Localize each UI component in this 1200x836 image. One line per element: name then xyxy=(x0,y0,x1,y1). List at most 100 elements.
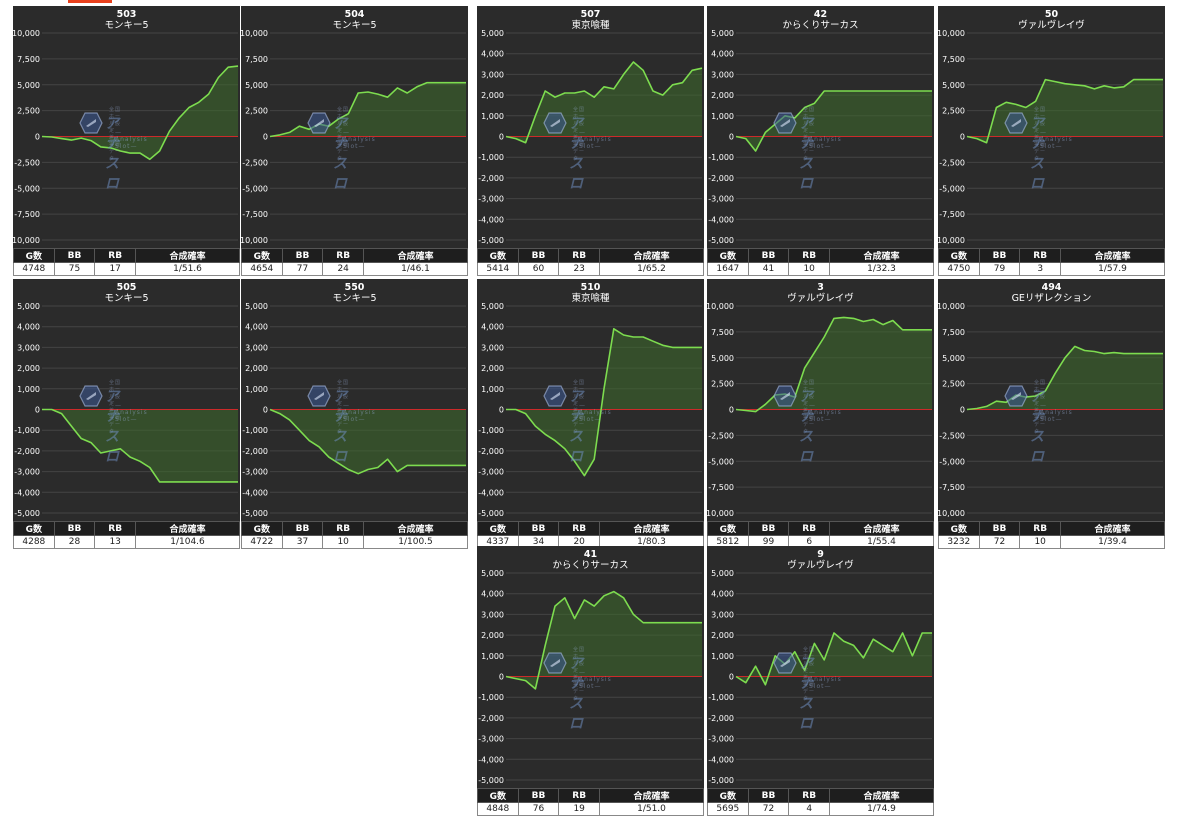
y-tick-label: 10,000 xyxy=(707,302,734,311)
stats-value-bb: 28 xyxy=(53,535,96,549)
y-tick-label: -5,000 xyxy=(14,509,40,518)
stats-header: G数 xyxy=(241,521,283,536)
profit-line xyxy=(966,345,1163,411)
stats-value-bb: 72 xyxy=(978,535,1021,549)
y-tick-label: 2,000 xyxy=(481,364,504,373)
y-tick-label: -2,500 xyxy=(939,158,965,167)
y-tick-label: 2,000 xyxy=(17,364,40,373)
stats-table: G数 BB RB 合成確率 3232 72 10 1/39.4 xyxy=(938,521,1165,549)
y-tick-label: 2,500 xyxy=(17,107,40,116)
y-tick-label: -2,000 xyxy=(478,174,504,183)
stats-header: G数 xyxy=(13,248,55,263)
y-tick-label: 0 xyxy=(729,133,734,142)
stats-header: 合成確率 xyxy=(829,521,934,536)
chart-area: 10,000 7,500 5,000 2,500 0 -2,500 -5,000 -7,500… xyxy=(13,6,240,248)
stats-header: 合成確率 xyxy=(829,788,934,803)
stats-header: BB xyxy=(517,248,560,263)
profit-chart: 10,000 7,500 5,000 2,500 0 -2,500 -5,000 -7,500… xyxy=(13,29,239,245)
stats-header: 合成確率 xyxy=(363,521,468,536)
profit-line xyxy=(269,81,466,138)
profit-chart: 5,000 4,000 3,000 2,000 1,000 0 -1,000 -2,000 -3… xyxy=(708,569,932,785)
stats-value-bb: 37 xyxy=(281,535,324,549)
profit-area xyxy=(506,328,702,476)
stats-value-rate: 1/57.9 xyxy=(1060,262,1165,276)
machine-name: 東京喰種 xyxy=(571,293,610,304)
stats-value-g: 4750 xyxy=(938,262,980,276)
stats-value-rate: 1/51.6 xyxy=(135,262,240,276)
y-tick-label: 2,000 xyxy=(711,91,734,100)
y-tick-label: 10,000 xyxy=(13,29,40,38)
stats-header: 合成確率 xyxy=(135,248,240,263)
y-tick-label: 1,000 xyxy=(711,652,734,661)
stats-table: G数 BB RB 合成確率 4750 79 3 1/57.9 xyxy=(938,248,1165,276)
y-tick-label: -5,000 xyxy=(478,776,504,785)
stats-value-rate: 1/65.2 xyxy=(599,262,704,276)
y-tick-label: 1,000 xyxy=(245,385,268,394)
profit-chart: 5,000 4,000 3,000 2,000 1,000 0 -1,000 -2,000 -3… xyxy=(14,302,238,518)
y-tick-label: -4,000 xyxy=(708,755,734,764)
y-tick-label: 10,000 xyxy=(938,29,965,38)
machine-panel: 5,000 4,000 3,000 2,000 1,000 0 -1,000 -2,000 -3… xyxy=(707,6,934,276)
y-tick-label: 5,000 xyxy=(245,302,268,311)
y-tick-label: -7,500 xyxy=(939,210,965,219)
y-tick-label: -1,000 xyxy=(478,426,504,435)
profit-area xyxy=(736,91,932,151)
machine-number: 42 xyxy=(813,9,828,20)
stats-header: RB xyxy=(788,248,831,263)
stats-value-bb: 99 xyxy=(747,535,790,549)
stats-header: RB xyxy=(788,788,831,803)
y-tick-label: 0 xyxy=(960,406,965,415)
profit-chart: 10,000 7,500 5,000 2,500 0 -2,500 -5,000 -7,500… xyxy=(938,29,1163,245)
machine-number: 9 xyxy=(817,549,824,560)
machine-number: 504 xyxy=(344,9,365,20)
machine-name: 東京喰種 xyxy=(571,20,610,31)
machine-number: 494 xyxy=(1041,282,1062,293)
stats-value-g: 1647 xyxy=(707,262,749,276)
profit-area xyxy=(42,409,238,482)
stats-value-bb: 60 xyxy=(517,262,560,276)
y-tick-label: 5,000 xyxy=(245,81,268,90)
y-tick-label: 4,000 xyxy=(711,590,734,599)
y-tick-label: -10,000 xyxy=(13,236,40,245)
chart-area: 5,000 4,000 3,000 2,000 1,000 0 -1,000 -2,000 -3… xyxy=(477,546,704,788)
y-tick-label: 4,000 xyxy=(481,323,504,332)
y-tick-label: -3,000 xyxy=(242,468,268,477)
profit-line xyxy=(505,61,703,144)
profit-area xyxy=(967,79,1163,143)
y-tick-label: -2,000 xyxy=(708,714,734,723)
stats-value-bb: 41 xyxy=(747,262,790,276)
profit-area xyxy=(736,317,932,412)
y-tick-label: 4,000 xyxy=(245,323,268,332)
profit-chart: 10,000 7,500 5,000 2,500 0 -2,500 -5,000 -7,500… xyxy=(938,302,1163,518)
machine-panel: 10,000 7,500 5,000 2,500 0 -2,500 -5,000 -7,500… xyxy=(938,6,1165,276)
stats-value-bb: 76 xyxy=(517,802,560,816)
y-tick-label: -7,500 xyxy=(708,483,734,492)
machine-number: 550 xyxy=(344,282,365,293)
profit-area xyxy=(967,346,1163,410)
stats-header: RB xyxy=(558,788,601,803)
stats-value-bb: 75 xyxy=(53,262,96,276)
stats-header: BB xyxy=(53,521,96,536)
y-tick-label: 0 xyxy=(960,133,965,142)
profit-area xyxy=(506,591,702,689)
stats-header: RB xyxy=(558,521,601,536)
stats-header: 合成確率 xyxy=(599,788,704,803)
stats-value-rate: 1/100.5 xyxy=(363,535,468,549)
y-tick-label: -5,000 xyxy=(939,457,965,466)
stats-value-g: 3232 xyxy=(938,535,980,549)
stats-value-g: 4654 xyxy=(241,262,283,276)
y-tick-label: 5,000 xyxy=(711,354,734,363)
machine-name: からくりサーカス xyxy=(552,560,629,571)
profit-area xyxy=(270,82,466,137)
y-tick-label: 7,500 xyxy=(942,55,965,64)
y-tick-label: 0 xyxy=(499,406,504,415)
machine-number: 41 xyxy=(583,549,598,560)
stats-header: BB xyxy=(517,521,560,536)
y-tick-label: 2,500 xyxy=(245,107,268,116)
stats-header: BB xyxy=(978,521,1021,536)
y-tick-label: 10,000 xyxy=(241,29,268,38)
profit-line xyxy=(735,632,932,686)
machine-panel: 5,000 4,000 3,000 2,000 1,000 0 -1,000 -2,000 -3… xyxy=(477,279,704,549)
y-tick-label: -2,000 xyxy=(242,447,268,456)
profit-line xyxy=(506,327,702,477)
